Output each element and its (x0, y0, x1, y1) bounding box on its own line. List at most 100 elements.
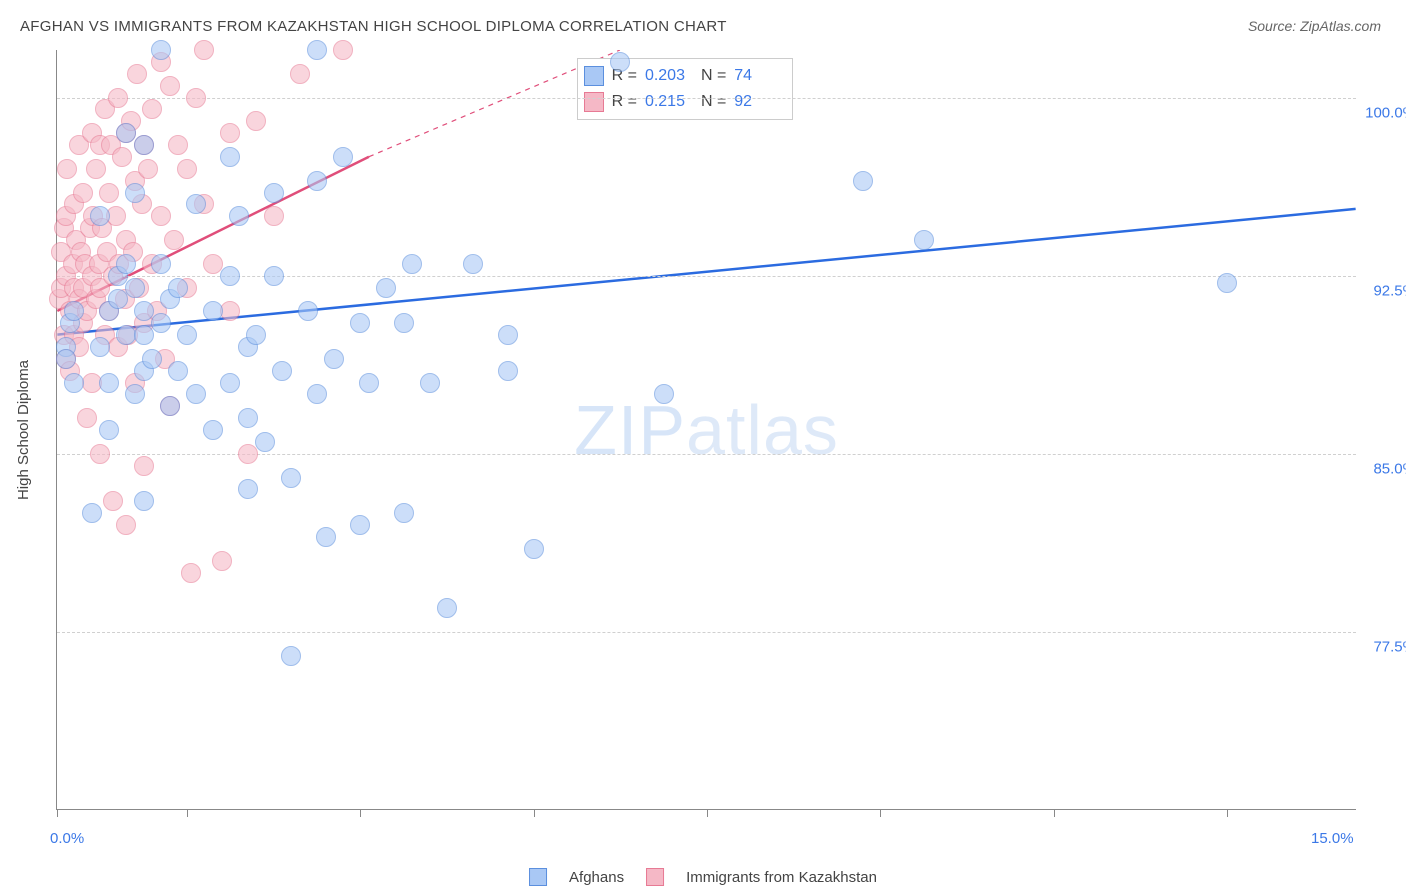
data-point (1217, 273, 1237, 293)
y-axis-title: High School Diploma (15, 360, 32, 500)
data-point (77, 408, 97, 428)
data-point (134, 491, 154, 511)
data-point (220, 301, 240, 321)
data-point (142, 349, 162, 369)
data-point (203, 420, 223, 440)
data-point (316, 527, 336, 547)
data-point (151, 206, 171, 226)
data-point (333, 147, 353, 167)
data-point (103, 491, 123, 511)
data-point (99, 420, 119, 440)
data-point (220, 147, 240, 167)
regression-lines (57, 50, 1356, 809)
data-point (324, 349, 344, 369)
correlation-legend: R =0.203N =74R =0.215N =92 (577, 58, 794, 120)
data-point (307, 171, 327, 191)
gridline (57, 98, 1356, 99)
data-point (272, 361, 292, 381)
x-tick (187, 809, 188, 817)
data-point (220, 373, 240, 393)
chart-title: AFGHAN VS IMMIGRANTS FROM KAZAKHSTAN HIG… (20, 18, 727, 35)
data-point (376, 278, 396, 298)
data-point (524, 539, 544, 559)
data-point (186, 88, 206, 108)
legend-swatch (584, 66, 604, 86)
data-point (116, 515, 136, 535)
data-point (168, 361, 188, 381)
data-point (82, 503, 102, 523)
data-point (463, 254, 483, 274)
data-point (125, 183, 145, 203)
data-point (307, 40, 327, 60)
data-point (264, 266, 284, 286)
legend-swatch (646, 868, 664, 886)
data-point (203, 254, 223, 274)
data-point (203, 301, 223, 321)
data-point (127, 64, 147, 84)
plot-area: ZIPatlas R =0.203N =74R =0.215N =92 77.5… (56, 50, 1356, 810)
data-point (108, 88, 128, 108)
data-point (90, 206, 110, 226)
data-point (168, 278, 188, 298)
data-point (99, 373, 119, 393)
x-tick (360, 809, 361, 817)
legend-label: Afghans (569, 869, 624, 886)
data-point (394, 313, 414, 333)
data-point (138, 159, 158, 179)
data-point (160, 76, 180, 96)
data-point (290, 64, 310, 84)
data-point (654, 384, 674, 404)
data-point (112, 147, 132, 167)
data-point (610, 52, 630, 72)
x-tick (707, 809, 708, 817)
data-point (238, 444, 258, 464)
y-tick-label: 100.0% (1361, 104, 1406, 121)
data-point (246, 325, 266, 345)
data-point (350, 515, 370, 535)
gridline (57, 632, 1356, 633)
data-point (220, 123, 240, 143)
data-point (177, 159, 197, 179)
x-tick (880, 809, 881, 817)
bottom-legend: AfghansImmigrants from Kazakhstan (529, 868, 877, 886)
data-point (238, 408, 258, 428)
data-point (116, 123, 136, 143)
data-point (151, 254, 171, 274)
data-point (64, 373, 84, 393)
legend-swatch (584, 92, 604, 112)
legend-swatch (529, 868, 547, 886)
data-point (160, 396, 180, 416)
data-point (142, 99, 162, 119)
data-point (853, 171, 873, 191)
data-point (90, 337, 110, 357)
data-point (134, 301, 154, 321)
data-point (164, 230, 184, 250)
y-tick-label: 85.0% (1361, 460, 1406, 477)
data-point (229, 206, 249, 226)
x-tick (1227, 809, 1228, 817)
data-point (914, 230, 934, 250)
x-tick (1054, 809, 1055, 817)
data-point (281, 468, 301, 488)
data-point (151, 40, 171, 60)
y-tick-label: 92.5% (1361, 282, 1406, 299)
x-axis-max-label: 15.0% (1311, 830, 1354, 847)
data-point (498, 361, 518, 381)
data-point (307, 384, 327, 404)
data-point (186, 194, 206, 214)
data-point (333, 40, 353, 60)
data-point (246, 111, 266, 131)
data-point (86, 159, 106, 179)
data-point (134, 135, 154, 155)
data-point (420, 373, 440, 393)
data-point (394, 503, 414, 523)
data-point (73, 183, 93, 203)
data-point (177, 325, 197, 345)
watermark: ZIPatlas (574, 390, 839, 470)
data-point (125, 384, 145, 404)
gridline (57, 276, 1356, 277)
data-point (108, 289, 128, 309)
data-point (212, 551, 232, 571)
data-point (350, 313, 370, 333)
data-point (298, 301, 318, 321)
